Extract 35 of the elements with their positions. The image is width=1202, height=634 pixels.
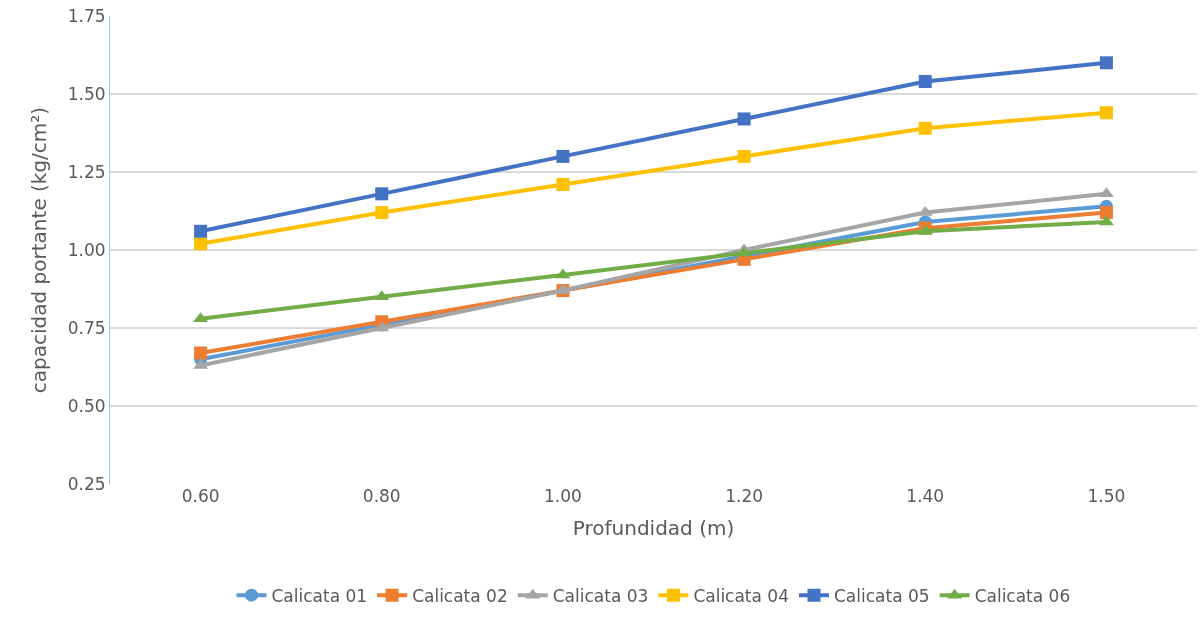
x-tick-label: 1.20 (725, 486, 764, 506)
point (194, 237, 208, 251)
y-axis-title: capacidad portante (kg/cm²) (27, 106, 52, 394)
y-tick-label: 1.00 (67, 239, 106, 260)
legend-label: Calicata 05 (834, 585, 930, 606)
y-tick-label: 0.25 (67, 473, 106, 494)
point (194, 346, 208, 360)
legend-label: Calicata 01 (271, 585, 368, 606)
x-tick-label: 1.40 (906, 486, 945, 506)
point (556, 177, 570, 191)
point (918, 75, 932, 89)
x-tick-label: 0.80 (362, 486, 401, 506)
x-tick-label: 1.00 (543, 486, 582, 506)
point (737, 149, 751, 163)
point (737, 112, 751, 126)
point (918, 121, 932, 135)
x-axis-title: Profundidad (m) (572, 515, 735, 540)
point (556, 149, 570, 163)
y-tick-label: 1.75 (67, 5, 106, 26)
legend-label: Calicata 04 (693, 585, 789, 606)
point (1099, 106, 1113, 120)
point (375, 187, 389, 201)
point (375, 206, 389, 220)
point (1099, 206, 1113, 220)
y-tick-label: 0.75 (67, 317, 106, 338)
legend-label: Calicata 03 (552, 585, 649, 606)
point (194, 224, 208, 238)
x-tick-label: 0.60 (181, 486, 220, 506)
legend-label: Calicata 02 (412, 585, 508, 606)
legend-label: Calicata 06 (974, 585, 1071, 606)
point (1099, 56, 1113, 70)
y-tick-label: 1.25 (67, 161, 106, 182)
y-tick-label: 0.50 (67, 395, 106, 416)
x-tick-label: 1.50 (1087, 486, 1126, 506)
y-tick-label: 1.50 (67, 83, 106, 104)
